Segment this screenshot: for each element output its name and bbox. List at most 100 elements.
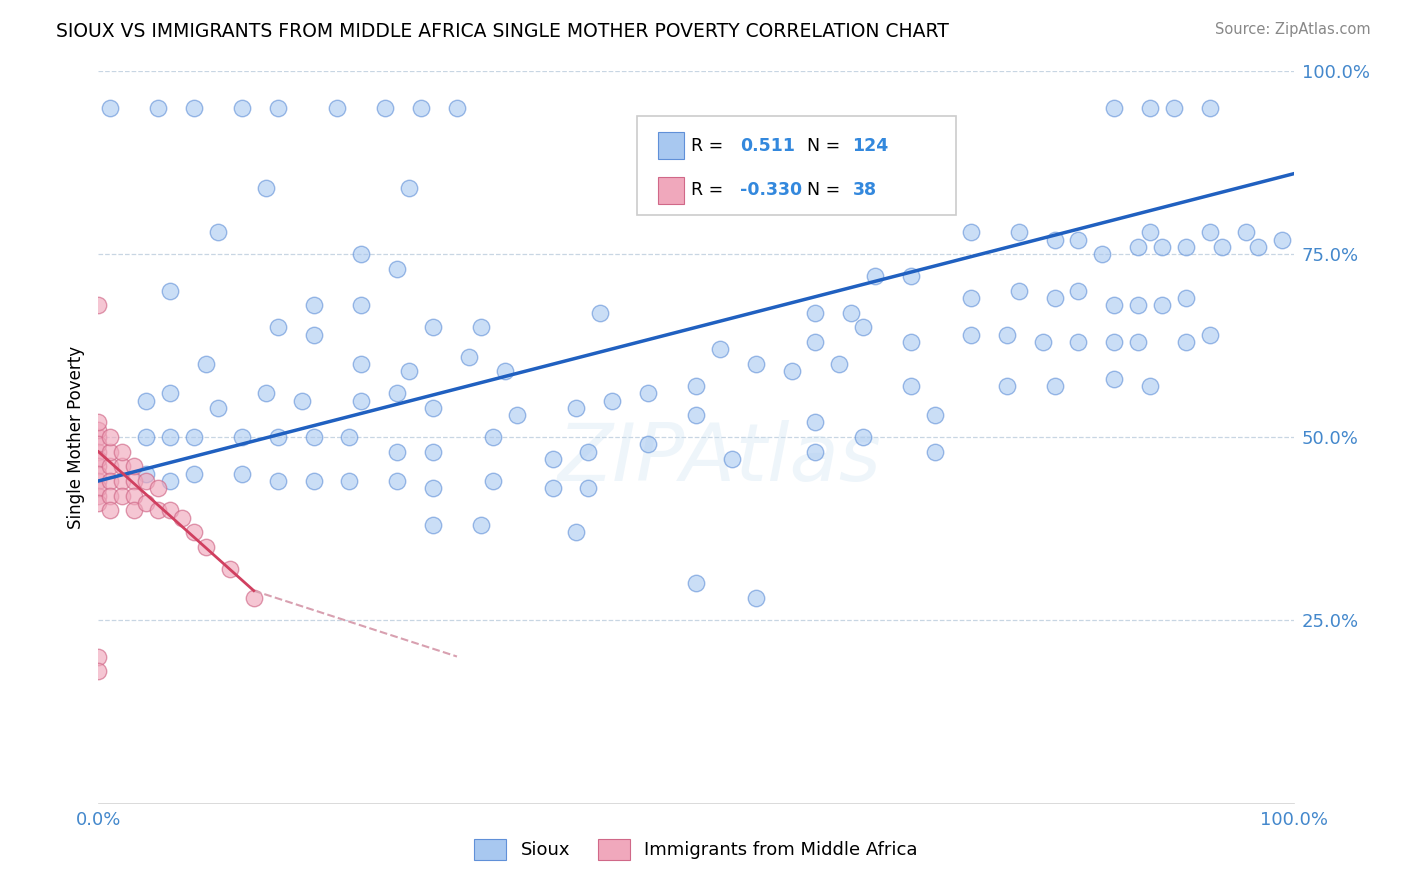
Point [385, 261, 409, 276]
Point [87, 649, 110, 664]
Point [1128, 334, 1150, 349]
Point [1199, 327, 1222, 342]
Point [98, 489, 122, 503]
Point [87, 444, 110, 458]
Point [828, 357, 851, 371]
Point [648, 196, 672, 211]
Point [637, 386, 659, 401]
Point [326, 101, 349, 115]
Point [135, 467, 157, 481]
Point [960, 291, 983, 305]
Point [1104, 334, 1126, 349]
Point [1163, 101, 1185, 115]
Point [159, 430, 181, 444]
Point [219, 562, 242, 576]
Point [1199, 225, 1222, 239]
Point [172, 510, 194, 524]
Point [960, 327, 983, 342]
Point [481, 430, 505, 444]
Point [291, 393, 314, 408]
Point [350, 298, 373, 312]
Point [135, 474, 157, 488]
Point [374, 101, 396, 115]
Point [87, 467, 110, 481]
Point [1175, 240, 1198, 254]
Point [207, 401, 229, 415]
Point [924, 408, 946, 422]
Point [1043, 291, 1066, 305]
Point [1043, 233, 1066, 247]
Point [87, 423, 110, 437]
Point [159, 386, 181, 401]
Point [302, 430, 325, 444]
Point [87, 416, 110, 430]
Point [685, 576, 707, 591]
Point [148, 481, 170, 495]
Point [1152, 298, 1174, 312]
Point [124, 489, 146, 503]
Point [1139, 101, 1161, 115]
Text: 38: 38 [852, 181, 876, 200]
Point [183, 430, 205, 444]
Point [267, 474, 290, 488]
Point [98, 444, 122, 458]
Point [865, 269, 887, 284]
Point [1104, 101, 1126, 115]
Point [924, 444, 946, 458]
Point [565, 401, 588, 415]
Point [852, 430, 875, 444]
Point [159, 284, 181, 298]
Point [398, 181, 420, 195]
Point [98, 101, 122, 115]
Point [183, 101, 205, 115]
Text: ZIPAtlas: ZIPAtlas [558, 420, 882, 498]
Point [1067, 284, 1090, 298]
Point [1128, 298, 1150, 312]
Point [900, 334, 922, 349]
Point [745, 357, 768, 371]
Point [470, 320, 492, 334]
Point [422, 444, 444, 458]
Point [254, 181, 277, 195]
Text: R =: R = [690, 181, 723, 200]
Point [243, 591, 266, 605]
Point [148, 101, 170, 115]
Point [1067, 334, 1090, 349]
Point [1128, 240, 1150, 254]
Point [159, 474, 181, 488]
Point [1139, 379, 1161, 393]
Point [541, 452, 564, 467]
Point [470, 517, 492, 532]
Point [87, 298, 110, 312]
Point [267, 430, 290, 444]
Point [1247, 240, 1270, 254]
Point [385, 474, 409, 488]
Point [350, 247, 373, 261]
Point [111, 489, 134, 503]
Point [852, 320, 875, 334]
Point [1234, 225, 1257, 239]
Point [124, 503, 146, 517]
Point [135, 393, 157, 408]
Point [1199, 101, 1222, 115]
Point [87, 489, 110, 503]
Point [804, 306, 827, 320]
Point [1067, 233, 1090, 247]
Point [302, 327, 325, 342]
Text: -0.330: -0.330 [740, 181, 801, 200]
Point [494, 364, 516, 378]
Text: SIOUX VS IMMIGRANTS FROM MIDDLE AFRICA SINGLE MOTHER POVERTY CORRELATION CHART: SIOUX VS IMMIGRANTS FROM MIDDLE AFRICA S… [56, 22, 949, 41]
Point [578, 444, 600, 458]
Point [148, 503, 170, 517]
Point [995, 327, 1018, 342]
Point [458, 350, 481, 364]
Point [87, 496, 110, 510]
Point [1211, 240, 1233, 254]
Point [195, 540, 218, 554]
Point [1139, 225, 1161, 239]
Point [159, 503, 181, 517]
Point [900, 379, 922, 393]
Point [87, 481, 110, 495]
Point [1032, 334, 1054, 349]
Text: Source: ZipAtlas.com: Source: ZipAtlas.com [1215, 22, 1371, 37]
